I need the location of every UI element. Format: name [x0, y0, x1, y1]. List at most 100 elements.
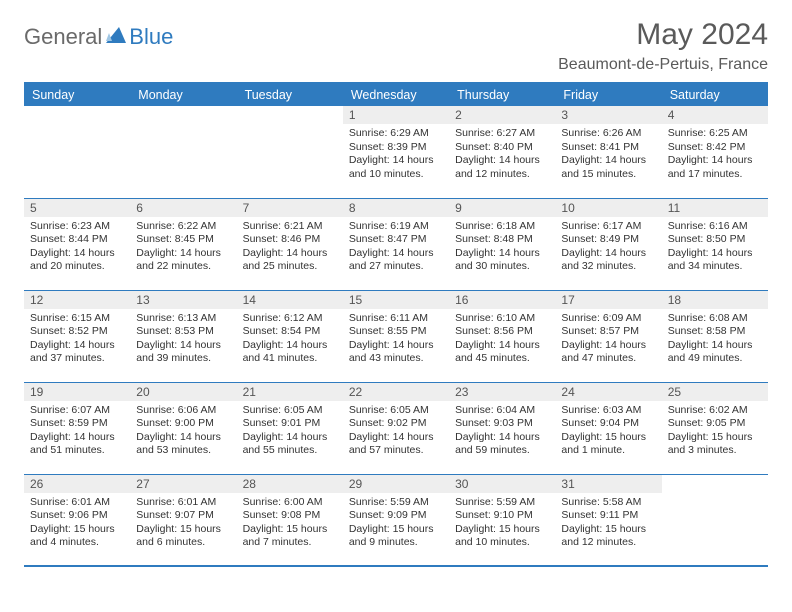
day-daylight1: Daylight: 15 hours [561, 431, 655, 445]
day-daylight2: and 3 minutes. [668, 444, 762, 458]
day-details: Sunrise: 6:23 AMSunset: 8:44 PMDaylight:… [24, 217, 130, 278]
day-sunrise: Sunrise: 6:17 AM [561, 220, 655, 234]
day-daylight1: Daylight: 14 hours [136, 431, 230, 445]
day-sunrise: Sunrise: 6:18 AM [455, 220, 549, 234]
day-daylight2: and 25 minutes. [243, 260, 337, 274]
day-daylight1: Daylight: 14 hours [30, 339, 124, 353]
day-sunrise: Sunrise: 6:03 AM [561, 404, 655, 418]
day-daylight1: Daylight: 15 hours [30, 523, 124, 537]
weekday-header: Thursday [449, 84, 555, 106]
day-number: 29 [343, 475, 449, 493]
calendar-day-cell: 4Sunrise: 6:25 AMSunset: 8:42 PMDaylight… [662, 106, 768, 198]
calendar-day-cell: 25Sunrise: 6:02 AMSunset: 9:05 PMDayligh… [662, 382, 768, 474]
day-daylight1: Daylight: 14 hours [668, 154, 762, 168]
day-daylight1: Daylight: 14 hours [349, 154, 443, 168]
weekday-header: Friday [555, 84, 661, 106]
calendar-day-cell: 15Sunrise: 6:11 AMSunset: 8:55 PMDayligh… [343, 290, 449, 382]
day-daylight2: and 41 minutes. [243, 352, 337, 366]
calendar-table: SundayMondayTuesdayWednesdayThursdayFrid… [24, 84, 768, 567]
day-number: 24 [555, 383, 661, 401]
day-details: Sunrise: 5:59 AMSunset: 9:09 PMDaylight:… [343, 493, 449, 554]
day-daylight2: and 30 minutes. [455, 260, 549, 274]
day-daylight2: and 4 minutes. [30, 536, 124, 550]
day-daylight2: and 7 minutes. [243, 536, 337, 550]
calendar-day-cell: 14Sunrise: 6:12 AMSunset: 8:54 PMDayligh… [237, 290, 343, 382]
day-sunrise: Sunrise: 6:21 AM [243, 220, 337, 234]
calendar-day-cell: 7Sunrise: 6:21 AMSunset: 8:46 PMDaylight… [237, 198, 343, 290]
day-number: 27 [130, 475, 236, 493]
day-sunset: Sunset: 8:56 PM [455, 325, 549, 339]
day-details: Sunrise: 6:17 AMSunset: 8:49 PMDaylight:… [555, 217, 661, 278]
day-number: 17 [555, 291, 661, 309]
day-sunrise: Sunrise: 6:11 AM [349, 312, 443, 326]
day-number: 10 [555, 199, 661, 217]
day-sunrise: Sunrise: 6:12 AM [243, 312, 337, 326]
day-sunrise: Sunrise: 6:10 AM [455, 312, 549, 326]
day-details: Sunrise: 6:12 AMSunset: 8:54 PMDaylight:… [237, 309, 343, 370]
day-sunrise: Sunrise: 6:29 AM [349, 127, 443, 141]
day-daylight1: Daylight: 15 hours [136, 523, 230, 537]
day-daylight2: and 17 minutes. [668, 168, 762, 182]
day-sunrise: Sunrise: 6:19 AM [349, 220, 443, 234]
day-details: Sunrise: 6:15 AMSunset: 8:52 PMDaylight:… [24, 309, 130, 370]
logo: General Blue [24, 24, 173, 50]
day-number: 26 [24, 475, 130, 493]
day-number: 23 [449, 383, 555, 401]
calendar-day-cell: 27Sunrise: 6:01 AMSunset: 9:07 PMDayligh… [130, 474, 236, 566]
day-sunset: Sunset: 8:53 PM [136, 325, 230, 339]
day-daylight2: and 20 minutes. [30, 260, 124, 274]
calendar-header-row: SundayMondayTuesdayWednesdayThursdayFrid… [24, 84, 768, 106]
calendar-day-cell: 26 Sunrise: 6:01 AMSunset: 9:06 PMDayligh… [24, 474, 130, 566]
day-daylight1: Daylight: 14 hours [349, 339, 443, 353]
calendar-day-cell: 12Sunrise: 6:15 AMSunset: 8:52 PMDayligh… [24, 290, 130, 382]
day-details: Sunrise: 6:11 AMSunset: 8:55 PMDaylight:… [343, 309, 449, 370]
day-daylight2: and 12 minutes. [561, 536, 655, 550]
day-sunset: Sunset: 8:49 PM [561, 233, 655, 247]
day-number: 4 [662, 106, 768, 124]
day-sunrise: Sunrise: 6:01 AM [30, 496, 124, 510]
day-details: Sunrise: 6:13 AMSunset: 8:53 PMDaylight:… [130, 309, 236, 370]
day-daylight2: and 27 minutes. [349, 260, 443, 274]
day-sunrise: Sunrise: 6:08 AM [668, 312, 762, 326]
day-details: Sunrise: 6:03 AMSunset: 9:04 PMDaylight:… [555, 401, 661, 462]
day-daylight2: and 51 minutes. [30, 444, 124, 458]
day-daylight1: Daylight: 14 hours [668, 247, 762, 261]
weekday-header: Saturday [662, 84, 768, 106]
weekday-header: Sunday [24, 84, 130, 106]
day-details: Sunrise: 6:01 AMSunset: 9:07 PMDaylight:… [130, 493, 236, 554]
calendar-week-row: 12Sunrise: 6:15 AMSunset: 8:52 PMDayligh… [24, 290, 768, 382]
day-sunset: Sunset: 8:48 PM [455, 233, 549, 247]
day-daylight2: and 6 minutes. [136, 536, 230, 550]
day-sunset: Sunset: 8:54 PM [243, 325, 337, 339]
calendar-day-cell: 23Sunrise: 6:04 AMSunset: 9:03 PMDayligh… [449, 382, 555, 474]
day-sunset: Sunset: 8:58 PM [668, 325, 762, 339]
day-sunrise: Sunrise: 6:05 AM [243, 404, 337, 418]
day-sunset: Sunset: 9:06 PM [30, 509, 124, 523]
day-daylight2: and 55 minutes. [243, 444, 337, 458]
day-sunset: Sunset: 8:44 PM [30, 233, 124, 247]
day-details: Sunrise: 6:26 AMSunset: 8:41 PMDaylight:… [555, 124, 661, 185]
day-daylight2: and 53 minutes. [136, 444, 230, 458]
day-sunset: Sunset: 9:11 PM [561, 509, 655, 523]
day-sunrise: Sunrise: 6:01 AM [136, 496, 230, 510]
day-sunrise: Sunrise: 5:59 AM [455, 496, 549, 510]
day-details: Sunrise: 6:18 AMSunset: 8:48 PMDaylight:… [449, 217, 555, 278]
day-sunset: Sunset: 8:59 PM [30, 417, 124, 431]
calendar-day-cell: 31Sunrise: 5:58 AMSunset: 9:11 PMDayligh… [555, 474, 661, 566]
day-number: 30 [449, 475, 555, 493]
day-daylight1: Daylight: 14 hours [243, 431, 337, 445]
day-daylight2: and 32 minutes. [561, 260, 655, 274]
day-details: Sunrise: 6:00 AMSunset: 9:08 PMDaylight:… [237, 493, 343, 554]
day-sunrise: Sunrise: 6:13 AM [136, 312, 230, 326]
day-sunset: Sunset: 9:08 PM [243, 509, 337, 523]
title-block: May 2024 Beaumont-de-Pertuis, France [558, 18, 768, 74]
day-daylight1: Daylight: 14 hours [455, 339, 549, 353]
day-details: Sunrise: 6:19 AMSunset: 8:47 PMDaylight:… [343, 217, 449, 278]
day-sunrise: Sunrise: 6:26 AM [561, 127, 655, 141]
day-sunset: Sunset: 9:00 PM [136, 417, 230, 431]
day-details: Sunrise: 6:05 AMSunset: 9:02 PMDaylight:… [343, 401, 449, 462]
calendar-day-cell [237, 106, 343, 198]
calendar-day-cell: 22Sunrise: 6:05 AMSunset: 9:02 PMDayligh… [343, 382, 449, 474]
calendar-day-cell: 10Sunrise: 6:17 AMSunset: 8:49 PMDayligh… [555, 198, 661, 290]
day-sunrise: Sunrise: 6:23 AM [30, 220, 124, 234]
